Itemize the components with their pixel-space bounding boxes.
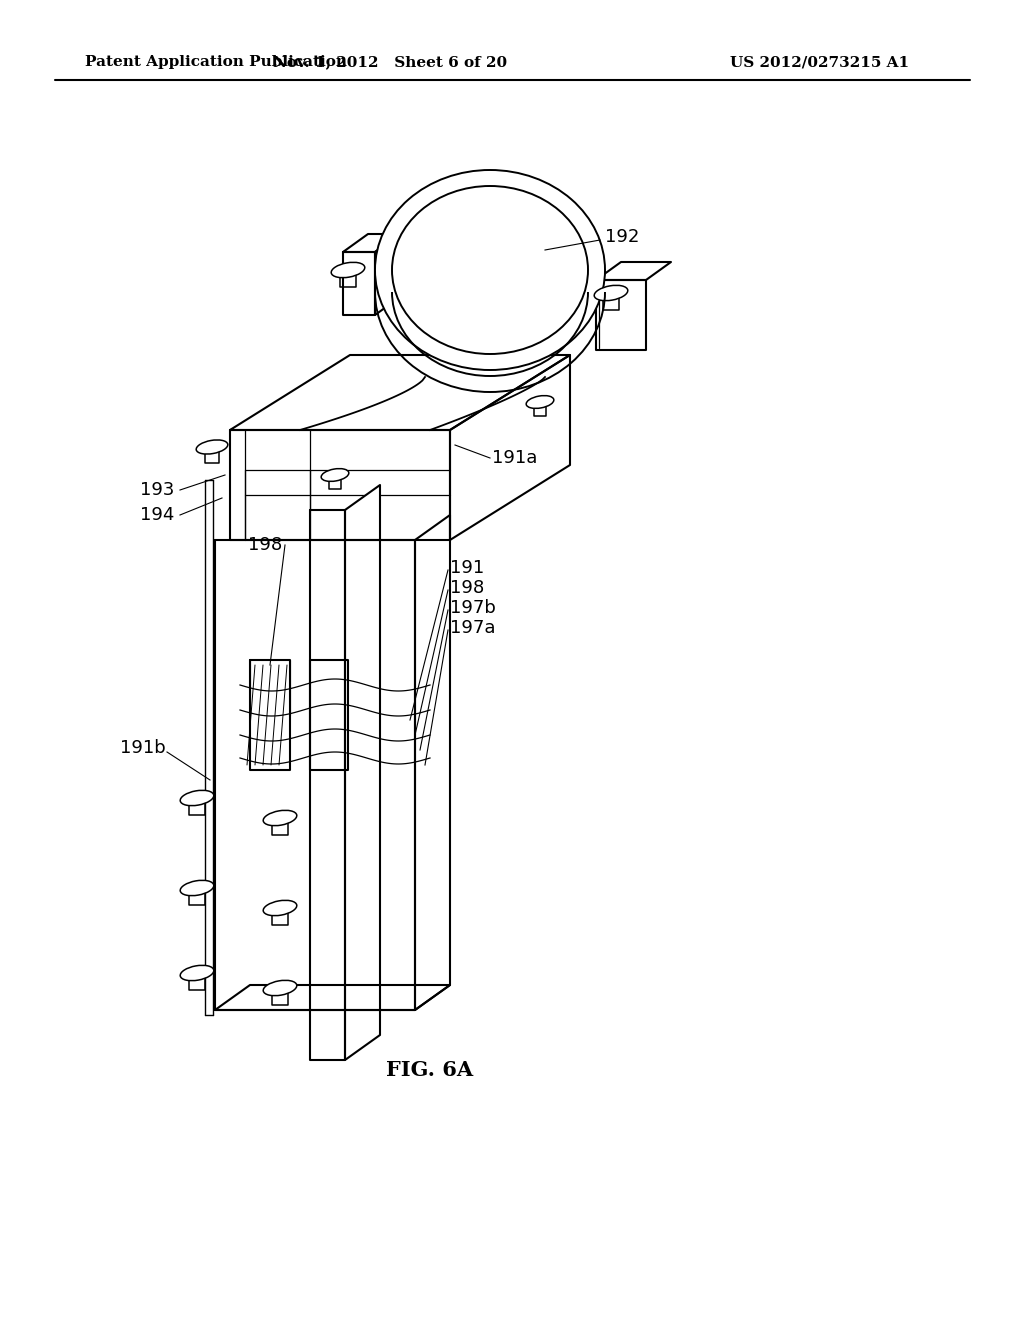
Ellipse shape xyxy=(180,965,214,981)
Polygon shape xyxy=(310,660,348,770)
Text: 191b: 191b xyxy=(120,739,166,756)
Polygon shape xyxy=(215,985,450,1010)
Text: 191: 191 xyxy=(450,558,484,577)
Polygon shape xyxy=(189,973,205,990)
Ellipse shape xyxy=(263,810,297,826)
Polygon shape xyxy=(340,271,355,286)
Polygon shape xyxy=(415,515,450,1010)
Polygon shape xyxy=(596,261,671,280)
Ellipse shape xyxy=(322,469,349,482)
Text: Patent Application Publication: Patent Application Publication xyxy=(85,55,347,69)
Polygon shape xyxy=(345,484,380,1060)
Text: 197b: 197b xyxy=(450,599,496,616)
Polygon shape xyxy=(310,510,345,1060)
Ellipse shape xyxy=(594,285,628,301)
Text: 198: 198 xyxy=(248,536,283,554)
Ellipse shape xyxy=(375,170,605,370)
Ellipse shape xyxy=(526,396,554,408)
Ellipse shape xyxy=(392,186,588,354)
Polygon shape xyxy=(272,818,288,836)
Polygon shape xyxy=(343,252,375,315)
Text: 192: 192 xyxy=(605,228,639,246)
Text: 194: 194 xyxy=(140,506,174,524)
Polygon shape xyxy=(189,888,205,906)
Ellipse shape xyxy=(331,263,365,277)
Polygon shape xyxy=(596,280,646,350)
Ellipse shape xyxy=(263,900,297,916)
Text: 193: 193 xyxy=(140,480,174,499)
Polygon shape xyxy=(329,475,341,490)
Polygon shape xyxy=(534,403,546,416)
Polygon shape xyxy=(189,799,205,814)
Polygon shape xyxy=(230,430,450,540)
Ellipse shape xyxy=(180,791,214,805)
Text: 191a: 191a xyxy=(492,449,538,467)
Polygon shape xyxy=(272,987,288,1005)
Text: FIG. 6A: FIG. 6A xyxy=(386,1060,473,1080)
Text: 198: 198 xyxy=(450,579,484,597)
Text: 197a: 197a xyxy=(450,619,496,638)
Polygon shape xyxy=(230,355,570,430)
Polygon shape xyxy=(343,234,400,252)
Polygon shape xyxy=(450,355,570,540)
Polygon shape xyxy=(272,908,288,925)
Text: US 2012/0273215 A1: US 2012/0273215 A1 xyxy=(730,55,909,69)
Ellipse shape xyxy=(197,440,227,454)
Polygon shape xyxy=(205,447,219,462)
Text: Nov. 1, 2012   Sheet 6 of 20: Nov. 1, 2012 Sheet 6 of 20 xyxy=(273,55,507,69)
Polygon shape xyxy=(603,293,618,310)
Ellipse shape xyxy=(263,981,297,995)
Polygon shape xyxy=(215,540,415,1010)
Ellipse shape xyxy=(180,880,214,896)
Polygon shape xyxy=(375,234,400,315)
Polygon shape xyxy=(250,660,290,770)
